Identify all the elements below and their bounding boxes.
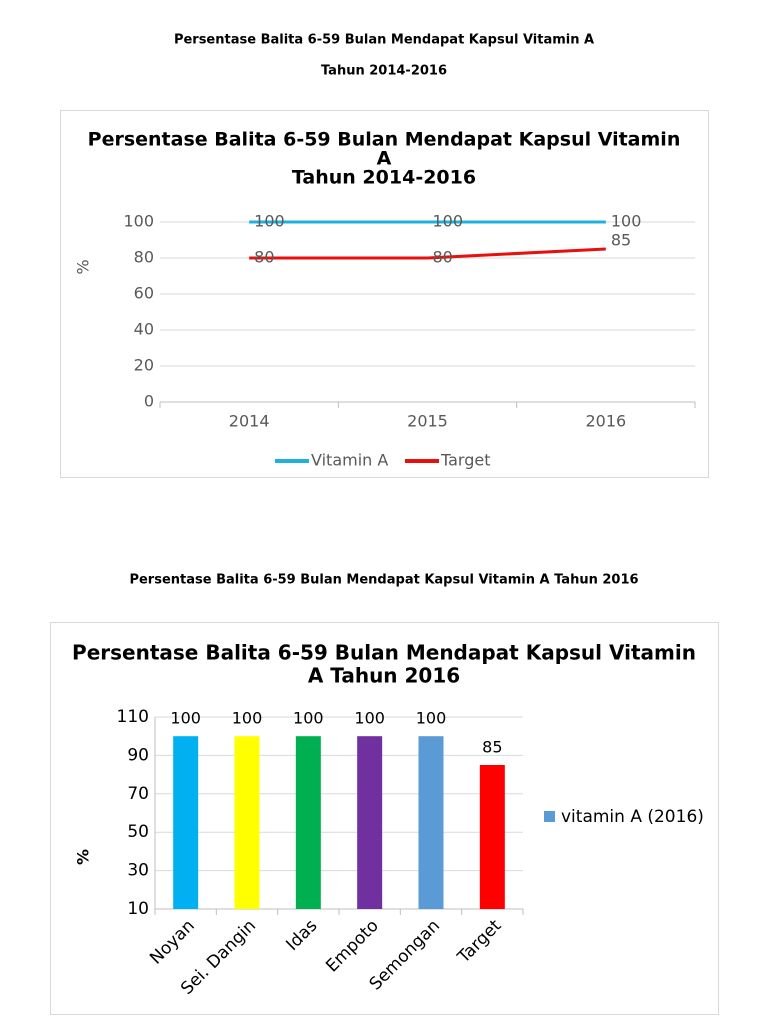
data-label: 100 xyxy=(433,212,464,231)
data-label: 80 xyxy=(254,248,274,267)
caption: Persentase Balita 6-59 Bulan Mendapat Ka… xyxy=(129,573,638,588)
x-tick-label: 2014 xyxy=(229,412,270,431)
bar xyxy=(234,736,260,909)
y-axis-label: % xyxy=(74,259,93,274)
data-label: 85 xyxy=(482,738,502,757)
y-tick-label: 90 xyxy=(127,745,149,765)
data-label: 100 xyxy=(170,709,201,728)
legend-label: Vitamin A xyxy=(311,451,388,470)
chart-title: Persentase Balita 6-59 Bulan Mendapat Ka… xyxy=(72,641,696,665)
data-label: 100 xyxy=(611,212,642,231)
bar xyxy=(479,765,505,909)
line xyxy=(249,247,606,260)
legend-label: vitamin A (2016) xyxy=(561,807,704,827)
y-tick-label: 0 xyxy=(144,392,154,411)
data-label: 100 xyxy=(354,709,385,728)
y-tick-label: 70 xyxy=(127,784,149,804)
data-label: 100 xyxy=(254,212,285,231)
y-axis-label: % xyxy=(74,849,93,865)
y-tick-label: 80 xyxy=(134,248,154,267)
chart-title: A Tahun 2016 xyxy=(308,664,460,688)
bar xyxy=(357,736,383,909)
data-label: 100 xyxy=(416,709,447,728)
x-tick-label: 2015 xyxy=(407,412,448,431)
bar xyxy=(295,736,321,909)
y-tick-label: 50 xyxy=(127,822,149,842)
y-tick-label: 40 xyxy=(134,320,154,339)
y-tick-label: 100 xyxy=(123,212,154,231)
data-label: 85 xyxy=(611,231,631,250)
y-tick-label: 30 xyxy=(127,861,149,881)
chart-frame xyxy=(50,622,719,1015)
data-label: 100 xyxy=(232,709,263,728)
chart-title: A xyxy=(377,148,392,170)
y-tick-label: 10 xyxy=(127,899,149,919)
chart-title: Tahun 2014-2016 xyxy=(292,167,476,189)
legend-label: Target xyxy=(440,451,491,470)
data-label: 100 xyxy=(293,709,324,728)
bar xyxy=(418,736,444,909)
x-tick-label: 2016 xyxy=(585,412,626,431)
chart-title: Persentase Balita 6-59 Bulan Mendapat Ka… xyxy=(88,129,681,151)
bar xyxy=(173,736,199,909)
legend-swatch xyxy=(544,811,555,822)
y-tick-label: 60 xyxy=(134,284,154,303)
caption: Persentase Balita 6-59 Bulan Mendapat Ka… xyxy=(174,33,594,48)
y-tick-label: 20 xyxy=(134,356,154,375)
caption: Tahun 2014-2016 xyxy=(321,64,447,79)
y-tick-label: 110 xyxy=(117,707,149,727)
data-label: 80 xyxy=(433,248,453,267)
